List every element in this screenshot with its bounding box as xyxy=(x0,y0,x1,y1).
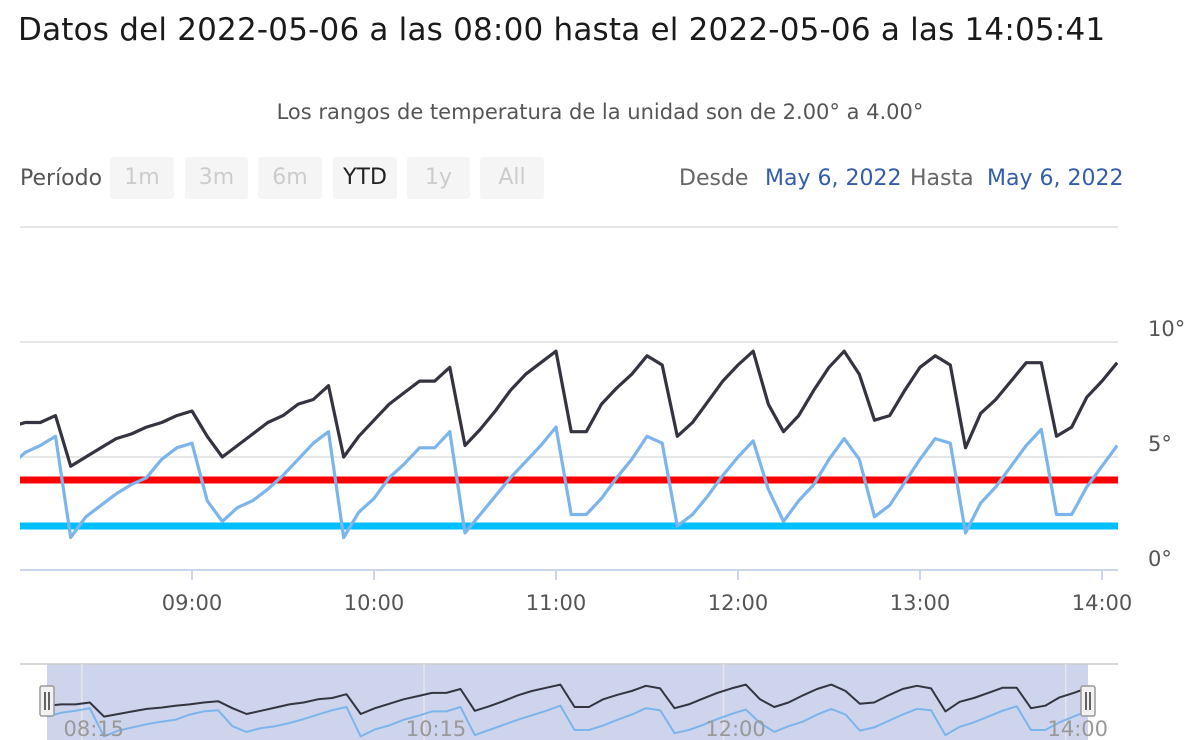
navigator-handle-left[interactable] xyxy=(39,685,55,717)
x-tick-label: 14:00 xyxy=(1072,591,1133,615)
chart-subtitle: Los rangos de temperatura de la unidad s… xyxy=(276,100,924,124)
x-tick-label: 12:00 xyxy=(708,591,769,615)
range-button-1m[interactable]: 1m xyxy=(110,157,174,199)
range-button-ytd[interactable]: YTD xyxy=(333,157,397,199)
to-date-label: Hasta xyxy=(910,166,974,191)
y-tick-label: 0° xyxy=(1148,547,1172,571)
series-light-line xyxy=(20,425,1118,540)
navigator-series-light xyxy=(46,704,1089,738)
navigator-tick-label: 10:15 xyxy=(406,717,467,740)
navigator-tick-label: 14:00 xyxy=(1047,717,1108,740)
x-tick-label: 09:00 xyxy=(162,591,223,615)
range-button-1y[interactable]: 1y xyxy=(407,157,470,199)
range-button-3m[interactable]: 3m xyxy=(185,157,248,199)
series-dark-line xyxy=(20,349,1118,468)
range-button-6m[interactable]: 6m xyxy=(258,157,322,199)
to-date-input[interactable]: May 6, 2022 xyxy=(987,166,1124,191)
from-date-label: Desde xyxy=(679,166,749,191)
x-tick-label: 10:00 xyxy=(344,591,405,615)
x-tick-label: 11:00 xyxy=(526,591,587,615)
range-selector-label: Período xyxy=(20,166,103,191)
y-tick-label: 10° xyxy=(1148,317,1185,341)
from-date-input[interactable]: May 6, 2022 xyxy=(765,166,902,191)
x-tick-label: 13:00 xyxy=(890,591,951,615)
navigator-handle-right[interactable] xyxy=(1080,685,1096,717)
page-title: Datos del 2022-05-06 a las 08:00 hasta e… xyxy=(18,12,1106,48)
y-tick-label: 5° xyxy=(1148,432,1172,456)
range-button-all[interactable]: All xyxy=(480,157,544,199)
navigator-tick-label: 08:15 xyxy=(64,717,125,740)
navigator-tick-label: 12:00 xyxy=(705,717,766,740)
navigator-series-dark xyxy=(46,683,1089,718)
